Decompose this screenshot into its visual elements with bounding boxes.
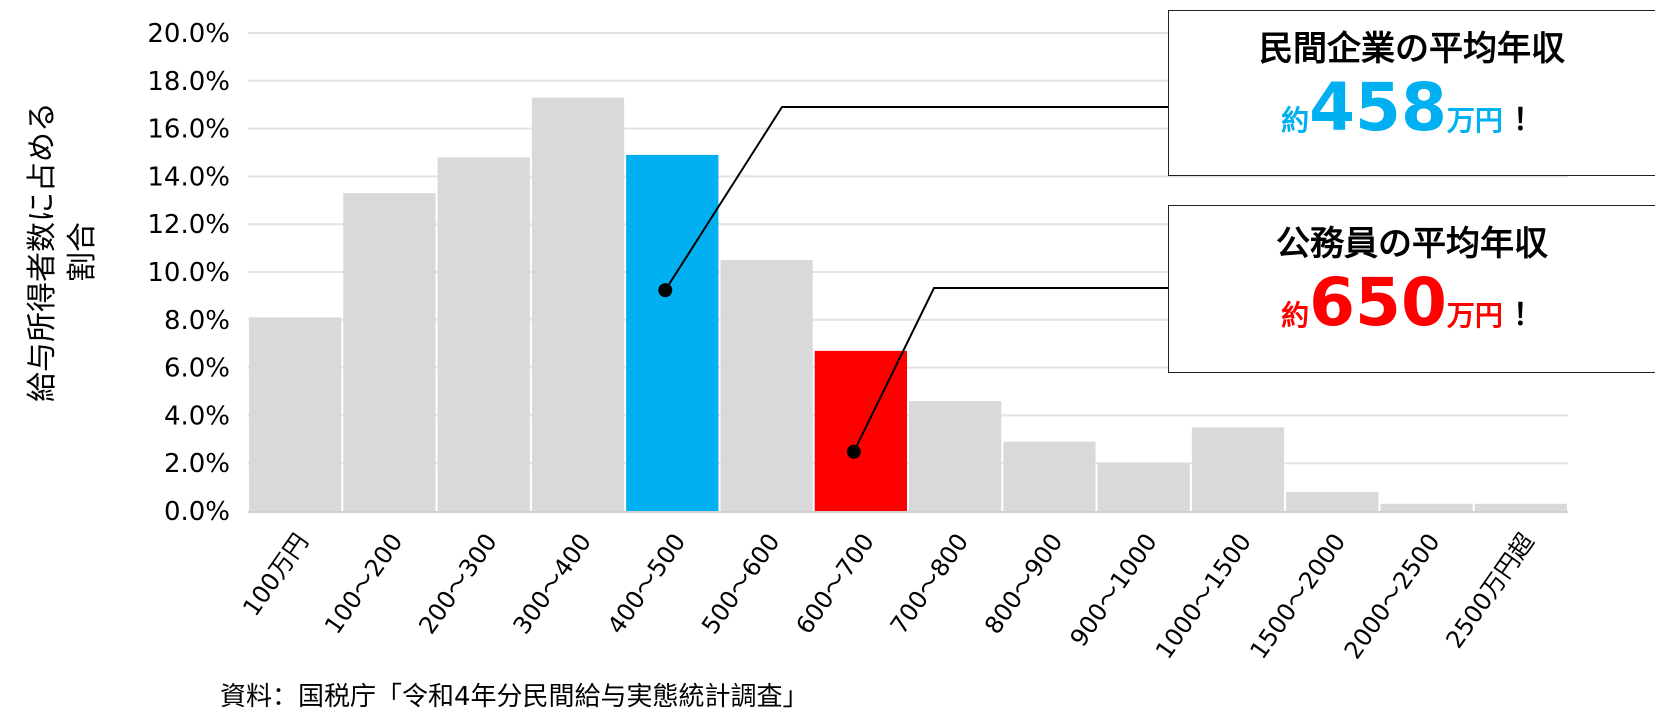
callout-leader-dot: [658, 283, 673, 298]
x-tick-label: 500～600: [696, 528, 785, 639]
y-axis-title-line-1: 給与所得者数に占める: [25, 102, 60, 402]
y-tick-label: 2.0%: [164, 449, 230, 479]
x-axis-labels: 100万円 100～200 200～300 300～400 400～500 500～600…: [237, 528, 1539, 664]
callout-public-exclaim: ！: [1512, 298, 1543, 333]
callout-public: 公務員の平均年収 約650万円 ！: [1168, 205, 1655, 373]
callout-leader-line: [852, 287, 1168, 453]
bar: [1474, 503, 1567, 511]
callout-private-prefix: 約: [1281, 104, 1310, 137]
callout-private-value: 458: [1309, 69, 1447, 146]
x-tick-label: 100万円: [237, 528, 314, 621]
bar: [1191, 427, 1285, 511]
bars: [249, 97, 1567, 511]
callout-public-title: 公務員の平均年収: [1276, 224, 1548, 264]
x-tick-label: 400～500: [602, 528, 691, 639]
callout-leader-line: [664, 106, 1168, 291]
bar: [437, 157, 530, 511]
callout-leader-dot: [846, 444, 861, 459]
x-tick-label: 200～300: [413, 528, 502, 639]
bar: [343, 193, 436, 511]
bar: [531, 97, 625, 511]
bar: [1097, 463, 1190, 511]
bar: [626, 154, 719, 511]
x-tick-label: 900～1000: [1065, 528, 1163, 651]
y-axis-title: 給与所得者数に占める 割合: [25, 102, 100, 402]
y-tick-label: 0.0%: [164, 497, 230, 527]
bar: [720, 260, 813, 511]
bar: [909, 401, 1002, 511]
y-tick-label: 6.0%: [164, 354, 230, 384]
y-axis-ticks: 0.0% 2.0% 4.0% 6.0% 8.0% 10.0% 12.0% 14.0% 16.0%…: [147, 19, 230, 527]
bar: [1380, 503, 1473, 511]
bar: [1003, 441, 1096, 511]
y-tick-label: 16.0%: [147, 115, 230, 145]
x-tick-label: 800～900: [979, 528, 1068, 639]
callout-public-amount: 約650万円 ！: [1169, 267, 1655, 339]
x-tick-label: 100～200: [319, 528, 408, 639]
x-tick-label: 300～400: [508, 528, 597, 639]
callout-leaders: [658, 106, 1168, 459]
x-tick-label: 2500万円超: [1441, 528, 1540, 653]
x-tick-label: 600～700: [791, 528, 880, 639]
callout-public-prefix: 約: [1281, 299, 1310, 332]
x-tick-label: 2000～2500: [1339, 528, 1446, 664]
y-tick-label: 14.0%: [147, 162, 230, 192]
callout-private-unit: 万円: [1446, 104, 1503, 137]
bar: [249, 317, 342, 511]
callout-private-exclaim: ！: [1512, 103, 1543, 138]
callout-private-amount: 約458万円 ！: [1169, 72, 1655, 144]
bar: [814, 350, 907, 511]
source-note: 資料：国税庁「令和4年分民間給与実態統計調査」: [220, 682, 809, 708]
y-axis-title-line-2: 割合: [65, 222, 100, 282]
callout-public-value: 650: [1309, 264, 1447, 341]
y-tick-label: 20.0%: [147, 19, 230, 49]
y-tick-label: 8.0%: [164, 306, 230, 336]
callout-private-title: 民間企業の平均年収: [1259, 29, 1565, 69]
x-tick-label: 700～800: [885, 528, 974, 639]
x-tick-label: 1500～2000: [1244, 528, 1351, 664]
y-tick-label: 18.0%: [147, 67, 230, 97]
callout-private: 民間企業の平均年収 約458万円 ！: [1168, 10, 1655, 176]
x-tick-label: 1000～1500: [1150, 528, 1257, 664]
callout-public-unit: 万円: [1446, 299, 1503, 332]
y-tick-label: 12.0%: [147, 210, 230, 240]
y-tick-label: 10.0%: [147, 258, 230, 288]
y-tick-label: 4.0%: [164, 401, 230, 431]
bar: [1286, 491, 1379, 511]
